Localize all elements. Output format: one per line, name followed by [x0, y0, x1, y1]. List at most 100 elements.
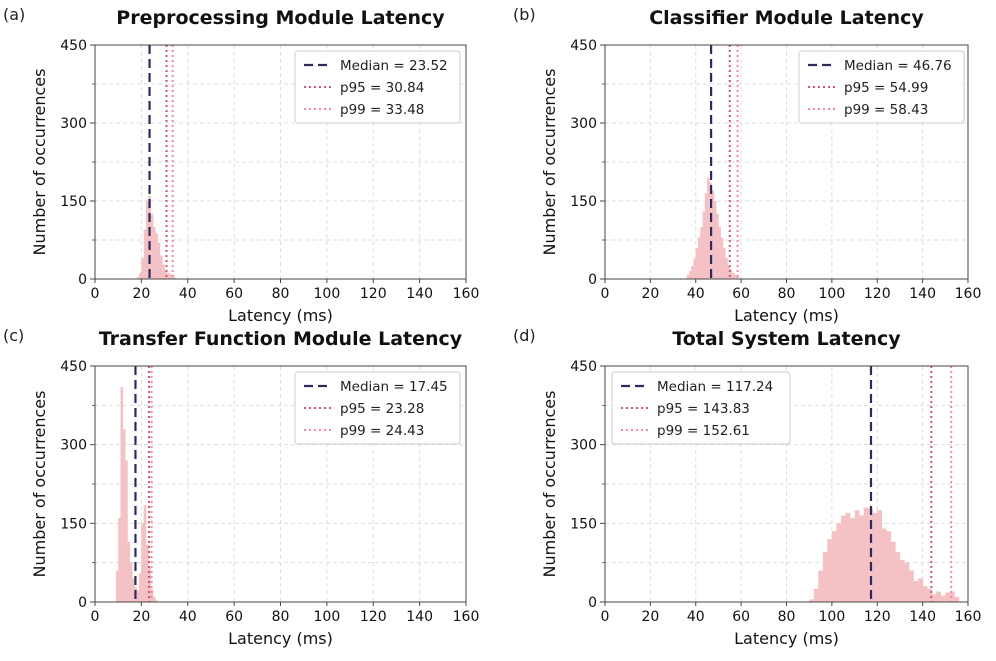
- histogram-panel-1: 0 20 40 60 80 100 120 140 160 0 150 300 450 Latency (…: [3, 5, 479, 325]
- histogram-bar: [139, 573, 142, 602]
- histogram-bar: [809, 599, 815, 602]
- y-tick-label: 300: [570, 116, 597, 132]
- legend-entry-median: Median = 23.52: [340, 58, 448, 74]
- x-tick-label: 100: [819, 609, 846, 625]
- histogram-bar: [732, 272, 735, 279]
- histogram-bar: [155, 600, 158, 602]
- legend-entry-median: Median = 117.24: [657, 379, 773, 395]
- x-tick-label: 0: [91, 609, 100, 625]
- x-tick-label: 60: [225, 286, 243, 302]
- x-tick-label: 120: [864, 609, 891, 625]
- histogram-bar: [922, 586, 928, 602]
- histogram-bar: [818, 570, 824, 602]
- histogram-bar: [169, 273, 172, 279]
- x-tick-label: 80: [272, 286, 290, 302]
- legend-entry-p95: p95 = 54.99: [844, 80, 928, 96]
- histogram-bar: [716, 214, 719, 279]
- histogram-bar: [693, 258, 697, 279]
- x-tick-label: 140: [406, 286, 433, 302]
- x-tick-label: 100: [314, 286, 341, 302]
- histogram-bar: [702, 211, 706, 279]
- x-tick-label: 160: [453, 286, 480, 302]
- x-tick-label: 160: [955, 286, 982, 302]
- histogram-bar: [711, 190, 715, 279]
- histogram-bar: [146, 201, 149, 279]
- y-axis-label: Number of occurrences: [540, 391, 559, 578]
- histogram-bar: [909, 570, 914, 602]
- histogram-bar: [143, 229, 147, 279]
- y-tick-label: 0: [78, 272, 87, 288]
- legend-entry-p99: p99 = 58.43: [844, 102, 928, 118]
- legend-box: [611, 371, 791, 445]
- histogram-bar: [118, 518, 121, 602]
- histogram-bar: [918, 578, 923, 602]
- y-tick-label: 150: [570, 516, 597, 532]
- histogram-bar: [845, 512, 851, 602]
- histogram-bar: [141, 258, 144, 279]
- legend-entry-p99: p99 = 152.61: [657, 423, 750, 439]
- panel-label: (d): [513, 326, 536, 345]
- y-tick-label: 300: [570, 438, 597, 454]
- chart-title: Classifier Module Latency: [649, 7, 924, 29]
- y-tick-label: 150: [60, 516, 87, 532]
- histogram-bar: [713, 201, 717, 279]
- histogram-bar: [936, 591, 942, 602]
- x-tick-label: 100: [314, 609, 341, 625]
- histogram-bar: [150, 214, 154, 279]
- histogram-bar: [877, 510, 883, 602]
- histogram-bar: [686, 274, 690, 279]
- histogram-bar: [141, 523, 144, 602]
- x-tick-label: 20: [132, 609, 150, 625]
- histogram-bar: [734, 274, 737, 279]
- histogram-bar: [725, 258, 728, 279]
- histogram-bar: [157, 242, 161, 279]
- histogram-bar: [129, 562, 133, 602]
- histogram-bar: [136, 277, 140, 279]
- y-tick-label: 150: [60, 194, 87, 210]
- histogram-bar: [881, 528, 887, 602]
- panel-label: (b): [513, 5, 536, 24]
- histogram-bar: [127, 541, 131, 602]
- histogram-bar: [136, 590, 140, 602]
- histogram-bar: [695, 247, 699, 279]
- histogram-bar: [166, 272, 170, 279]
- x-tick-label: 80: [778, 286, 796, 302]
- histogram-bar: [164, 269, 168, 279]
- x-tick-label: 40: [687, 286, 705, 302]
- x-tick-label: 20: [641, 286, 659, 302]
- histogram-bar: [729, 269, 733, 279]
- y-tick-label: 450: [60, 359, 87, 375]
- histogram-bar: [727, 266, 731, 279]
- histogram-bar: [688, 271, 692, 279]
- chart-title: Preprocessing Module Latency: [116, 7, 445, 29]
- histogram-panel-2: 0 20 40 60 80 100 120 140 160 0 150 300 450 Latency (…: [513, 5, 981, 325]
- x-tick-label: 160: [453, 609, 480, 625]
- histogram-bar: [115, 570, 119, 602]
- x-tick-label: 120: [360, 609, 387, 625]
- legend-entry-p99: p99 = 24.43: [340, 423, 424, 439]
- histogram-bar: [949, 591, 955, 602]
- histogram-bar: [931, 594, 937, 602]
- histogram-bar: [827, 539, 833, 602]
- x-tick-label: 120: [864, 286, 891, 302]
- y-tick-label: 450: [60, 38, 87, 54]
- legend-entry-median: Median = 46.76: [844, 58, 952, 74]
- y-tick-label: 450: [570, 359, 597, 375]
- x-tick-label: 140: [909, 609, 936, 625]
- histogram-bar: [139, 272, 142, 279]
- y-tick-label: 300: [60, 438, 87, 454]
- legend: Median = 23.52 p95 = 30.84 p99 = 33.48: [294, 50, 461, 124]
- y-tick-label: 450: [570, 38, 597, 54]
- histogram-bar: [162, 264, 165, 279]
- x-tick-label: 0: [91, 286, 100, 302]
- histogram-bar: [813, 588, 819, 602]
- histogram-bar: [700, 227, 703, 279]
- histogram-panel-4: 0 20 40 60 80 100 120 140 160 0 150 300 450 Latency (…: [513, 326, 981, 648]
- histogram-bar: [159, 255, 163, 279]
- histogram-bar: [125, 460, 128, 602]
- histogram-bar: [899, 560, 905, 602]
- x-tick-label: 140: [909, 286, 936, 302]
- x-axis-label: Latency (ms): [228, 306, 333, 325]
- x-tick-label: 40: [687, 609, 705, 625]
